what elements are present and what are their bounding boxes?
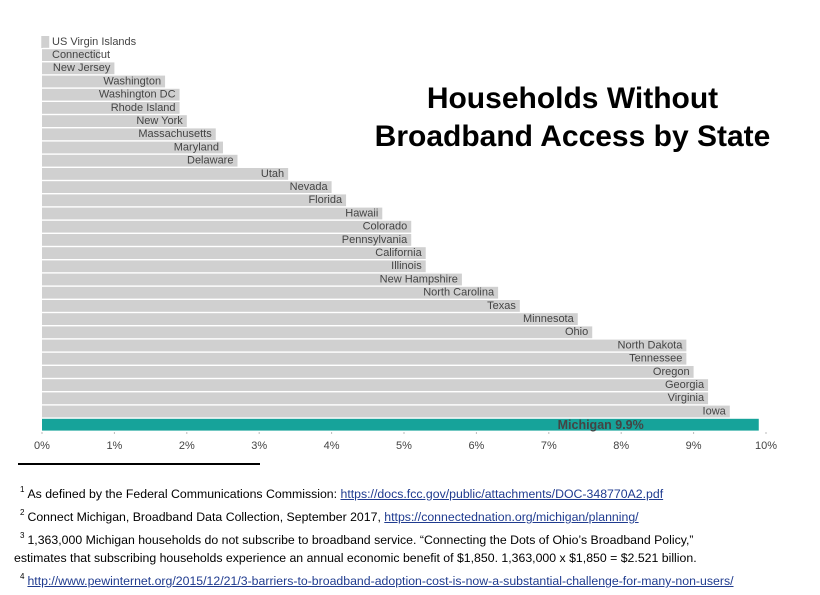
chart: 0% 1% 2% 3% 4% 5% 6% 7% 8% 9% 10% US Virgin Islands… [34,36,777,452]
bar-label: Colorado [363,221,408,233]
footnote-text: 1,363,000 Michigan households do not sub… [27,533,694,547]
bar [42,234,412,246]
x-tick-label: 1% [106,440,122,452]
bar-label: Tennessee [629,353,682,365]
bar [42,260,426,273]
bar-label: Washington DC [99,89,176,101]
bar [42,115,187,127]
bar-label: Utah [261,168,284,180]
footnote: 2 Connect Michigan, Broadband Data Collec… [20,504,820,526]
bar [42,405,730,418]
bar-label: Rhode Island [111,102,176,114]
bar-label: Washington [103,75,161,87]
bar [42,379,709,391]
bar [42,168,289,180]
footnote-number: 4 [20,572,25,581]
bar-label: Oregon [653,366,690,378]
bar-label: Ohio [565,326,588,338]
footnote-link[interactable]: http://www.pewinternet.org/2015/12/21/3-… [27,574,734,588]
bar [42,286,499,299]
bar-label: Delaware [187,155,233,167]
bar [42,418,759,431]
x-tick-label: 9% [686,440,702,452]
x-tick-label: 2% [179,440,195,452]
footnote-number: 2 [20,508,25,517]
bar-label: New Jersey [53,62,111,74]
bar-label: Florida [308,194,343,206]
bar [42,128,216,141]
bar-label: New Hampshire [380,273,458,285]
bar [42,141,223,154]
x-tick-label: 6% [468,440,484,452]
bar-label: Virginia [668,392,705,404]
bar-label: North Dakota [618,339,684,351]
x-tick-label: 3% [251,440,267,452]
footnote-text: Connect Michigan, Broadband Data Collect… [27,510,385,524]
bar-label: Massachusetts [138,128,212,140]
bar [42,194,347,207]
bar [42,181,332,193]
footnote-link[interactable]: https://docs.fcc.gov/public/attachments/… [340,487,664,501]
bar [42,49,100,61]
footnote-number: 1 [20,485,25,494]
bar [42,247,426,259]
bar-label: Minnesota [523,313,575,325]
bar [42,207,383,220]
bar [42,154,238,167]
separator [18,463,260,465]
bar-label: North Carolina [423,287,495,299]
bar [42,392,709,405]
bar [42,273,462,286]
footnote-text: As defined by the Federal Communications… [27,487,341,501]
footnote-number: 3 [20,531,25,540]
bar-label: California [375,247,422,259]
x-tick-label: 7% [541,440,557,452]
bar [42,326,593,339]
bar [42,339,687,352]
bar [42,352,687,365]
footnote: 1 As defined by the Federal Communication… [20,481,820,503]
bar [42,102,180,114]
bar-label: Nevada [290,181,329,193]
bar [42,300,520,312]
x-tick-label: 8% [613,440,629,452]
footnote: 4 http://www.pewinternet.org/2015/12/21/3… [20,568,820,590]
bar [42,62,115,75]
bar-label: Georgia [665,379,705,391]
bar [42,36,50,48]
bar [42,366,694,378]
bar [42,75,166,88]
bar-label: Hawaii [345,207,378,219]
bar [42,313,578,325]
bar-label: Illinois [391,260,422,272]
value-label: Michigan 9.9% [558,418,644,432]
bar-label: US Virgin Islands [52,36,137,48]
bar-label: Maryland [174,141,219,153]
chart-title: Households Without Broadband Access by S… [374,82,771,153]
footnote-link[interactable]: https://connectednation.org/michigan/pla… [384,510,639,524]
bar-label: New York [136,115,183,127]
bar [42,88,180,101]
bar-label: Pennsylvania [342,234,408,246]
footnote-text: estimates that subscribing households ex… [14,551,697,565]
footnote: 3 1,363,000 Michigan households do not su… [14,527,820,567]
x-tick-label: 4% [324,440,340,452]
x-tick-label: 5% [396,440,412,452]
x-tick-label: 10% [755,440,777,452]
bar-label: Connecticut [52,49,110,61]
bar-label: Texas [487,300,516,312]
bar [42,220,412,233]
footnotes: 1 As defined by the Federal Communication… [14,481,820,591]
x-tick-label: 0% [34,440,50,452]
bar-label: Iowa [703,405,727,417]
